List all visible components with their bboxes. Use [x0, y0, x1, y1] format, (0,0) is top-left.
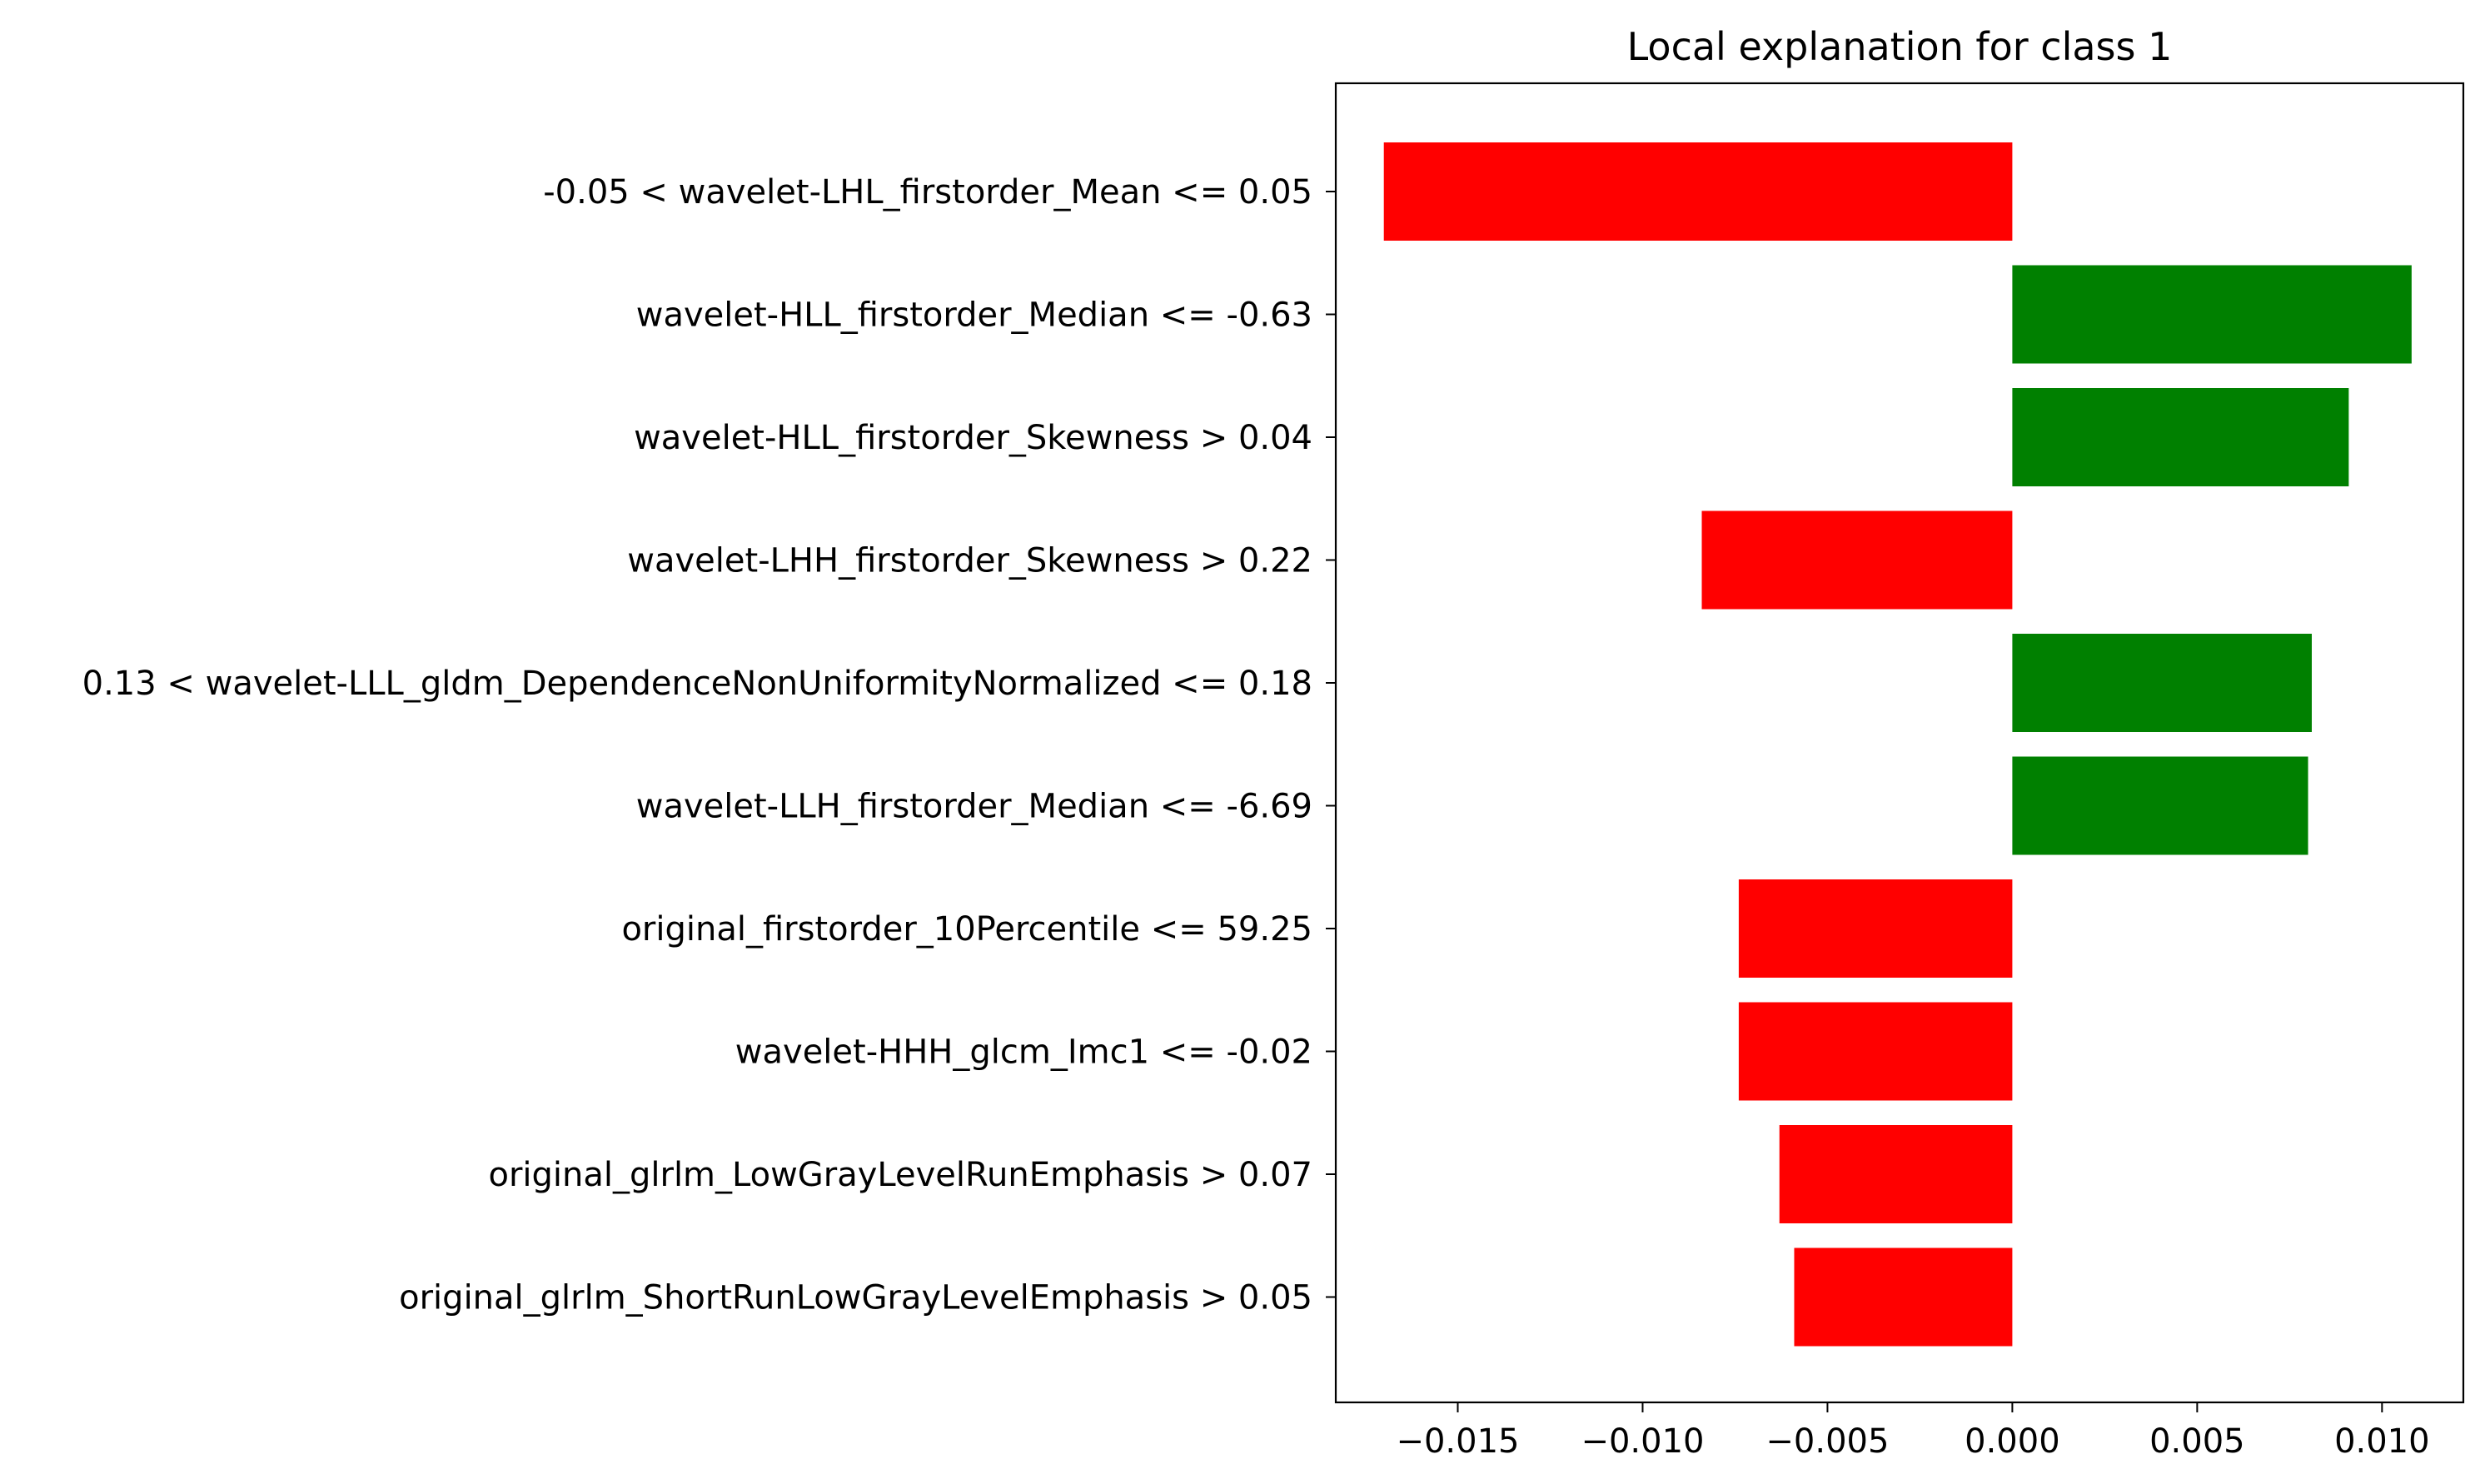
bar-5: [2012, 634, 2312, 732]
plot-frame: [1334, 82, 2465, 1404]
bar-6: [2012, 756, 2308, 855]
x-tick-label-5: 0.005: [2149, 1422, 2245, 1461]
bar-2: [2012, 265, 2412, 364]
category-label-5: 0.13 < wavelet-LLL_gldm_DependenceNonUni…: [82, 665, 1312, 703]
category-label-8: wavelet-HHH_glcm_Imc1 <= -0.02: [735, 1033, 1312, 1072]
chart-title: Local explanation for class 1: [1627, 24, 2173, 69]
category-label-7: original_firstorder_10Percentile <= 59.2…: [621, 910, 1312, 949]
category-label-2: wavelet-HLL_firstorder_Median <= -0.63: [636, 296, 1312, 335]
x-tick-label-6: 0.010: [2334, 1422, 2430, 1461]
category-label-1: -0.05 < wavelet-LHL_firstorder_Mean <= 0…: [543, 173, 1312, 212]
category-label-10: original_glrlm_ShortRunLowGrayLevelEmpha…: [399, 1279, 1312, 1317]
bar-10: [1794, 1247, 2013, 1347]
bar-8: [1738, 1002, 2013, 1101]
bar-4: [1701, 510, 2013, 610]
x-axis-ticks: −0.015 −0.010 −0.005 0.000 0.005 0.010: [1396, 1402, 2430, 1461]
x-tick-label-4: 0.000: [1965, 1422, 2060, 1461]
bars-layer: [1383, 142, 2412, 1347]
bar-7: [1738, 879, 2013, 978]
bar-3: [2012, 388, 2349, 486]
category-label-9: original_glrlm_LowGrayLevelRunEmphasis >…: [488, 1156, 1312, 1194]
category-labels: -0.05 < wavelet-LHL_firstorder_Mean <= 0…: [82, 173, 1336, 1317]
category-label-3: wavelet-HLL_firstorder_Skewness > 0.04: [634, 419, 1312, 457]
x-tick-label-2: −0.010: [1581, 1422, 1704, 1461]
x-tick-label-1: −0.015: [1396, 1422, 1519, 1461]
category-label-4: wavelet-LHH_firstorder_Skewness > 0.22: [627, 542, 1312, 580]
bar-9: [1779, 1125, 2013, 1223]
category-label-6: wavelet-LLH_firstorder_Median <= -6.69: [636, 788, 1312, 826]
bar-1: [1383, 142, 2013, 241]
x-tick-label-3: −0.005: [1765, 1422, 1889, 1461]
